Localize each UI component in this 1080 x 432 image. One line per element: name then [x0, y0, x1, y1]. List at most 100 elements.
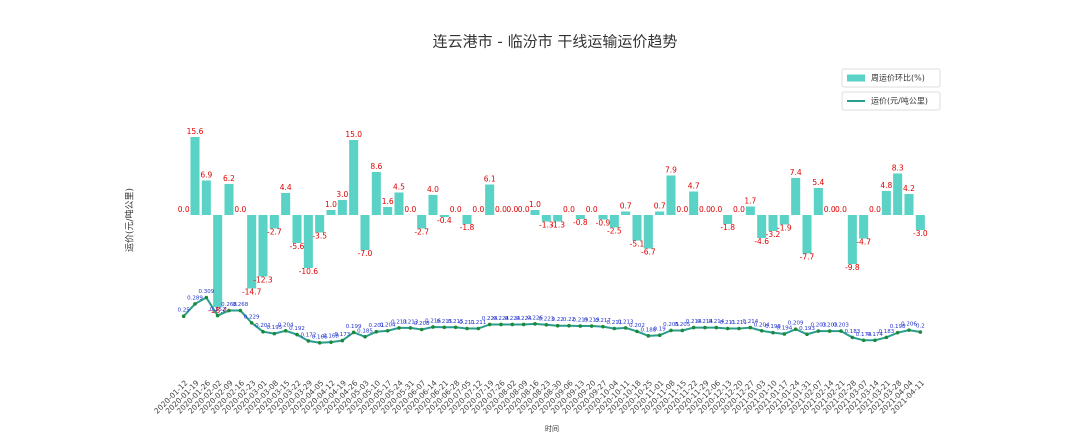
bar [757, 215, 767, 238]
bar-value-label: 6.1 [484, 175, 496, 184]
bar-value-label: 0.0 [869, 205, 881, 214]
price-value-label: 0.22 [563, 317, 575, 323]
bar [428, 195, 438, 215]
price-point [612, 326, 617, 331]
price-point [567, 323, 571, 328]
bar-value-label: 0.0 [676, 205, 688, 214]
bar [462, 215, 472, 224]
bar-value-label: -3.5 [312, 232, 327, 241]
price-value-label: 0.201 [255, 323, 271, 329]
bar [292, 215, 302, 243]
price-value-label: 0.174 [856, 332, 872, 338]
price-value-label: 0.211 [470, 320, 486, 326]
bar-value-label: -3.0 [913, 229, 928, 238]
bar [213, 215, 223, 307]
price-value-label: 0.217 [595, 318, 611, 324]
price-value-label: 0.198 [765, 324, 781, 330]
bar-value-label: 4.7 [688, 182, 700, 191]
price-value-label: 0.252 [210, 307, 226, 313]
price-value-label: 0.195 [266, 325, 282, 331]
price-value-label: 0.214 [697, 319, 713, 325]
price-value-label: 0.214 [742, 319, 758, 325]
bar-value-label: 0.0 [563, 205, 575, 214]
bar [904, 194, 914, 215]
price-point [725, 326, 730, 331]
bar-value-label: 1.0 [325, 200, 337, 209]
price-value-label: 0.208 [414, 321, 430, 327]
bar [281, 193, 291, 215]
price-point [533, 322, 537, 326]
bar-value-label: -4.7 [856, 238, 871, 247]
price-value-label: 0.268 [232, 302, 248, 308]
price-value-label: 0.226 [527, 315, 543, 321]
price-point [408, 326, 413, 330]
chart-title: 连云港市 - 临汾市 干线运输运价趋势 [433, 33, 678, 51]
bar [258, 215, 268, 277]
price-point [714, 325, 719, 330]
price-value-label: 0.213 [402, 319, 418, 325]
price-point [544, 322, 549, 327]
bar [360, 215, 370, 250]
bar [802, 215, 812, 254]
bar [655, 211, 665, 215]
price-point [227, 308, 231, 313]
price-value-label: 0.204 [278, 322, 294, 328]
bar-value-label: -1.9 [777, 224, 792, 233]
price-value-label: 0.183 [844, 329, 860, 335]
price-point [657, 333, 662, 338]
price-value-label: 0.25 [178, 308, 191, 314]
bar [881, 191, 891, 215]
price-value-label: 0.219 [584, 318, 600, 324]
bar [394, 192, 404, 215]
price-point [453, 325, 458, 330]
bar-value-label: 0.0 [495, 205, 507, 214]
price-value-label: 0.211 [459, 320, 475, 326]
price-value-label: 0.192 [289, 326, 305, 332]
bar [791, 178, 801, 215]
bar [768, 215, 778, 231]
price-point [306, 339, 311, 343]
price-point [907, 328, 911, 332]
price-value-label: 0.219 [572, 318, 588, 324]
bar-value-label: 0.0 [234, 205, 246, 214]
price-value-label: 0.183 [878, 329, 894, 335]
bar [201, 180, 211, 215]
price-point [827, 329, 832, 333]
price-point [759, 328, 764, 333]
price-point [351, 330, 356, 335]
price-value-label: 0.214 [686, 319, 702, 325]
bar [541, 215, 551, 222]
bar-value-label: -7.7 [800, 253, 815, 262]
bar-value-label: 5.4 [812, 178, 824, 187]
price-point [295, 332, 299, 337]
bar-value-label: 15.6 [187, 127, 204, 136]
price-value-label: 0.202 [629, 323, 645, 329]
price-point [771, 330, 775, 335]
bar-value-label: 1.0 [529, 200, 541, 209]
price-point [861, 338, 866, 343]
price-value-label: 0.172 [300, 332, 316, 338]
legend-swatch [847, 74, 865, 82]
price-value-label: 0.229 [244, 314, 260, 320]
bar-value-label: 6.2 [223, 174, 235, 183]
bar-value-label: 0.7 [620, 202, 632, 211]
bar-value-label: 0.7 [654, 202, 666, 211]
price-value-label: 0.188 [640, 327, 656, 333]
price-value-label: 0.2 [916, 324, 925, 330]
price-point [215, 313, 220, 318]
price-value-label: 0.174 [867, 332, 883, 338]
price-value-label: 0.204 [754, 322, 770, 328]
price-point [363, 334, 367, 339]
bar-value-label: -0.4 [437, 216, 452, 225]
price-point [884, 335, 889, 340]
bar [632, 215, 642, 241]
price-value-label: 0.168 [323, 334, 339, 340]
bar-value-label: 0.0 [835, 205, 847, 214]
bar-value-label: -2.7 [267, 228, 282, 237]
price-value-label: 0.224 [482, 316, 498, 322]
bar-value-label: 4.5 [393, 183, 405, 192]
bar [689, 191, 699, 215]
price-point [329, 340, 333, 344]
bar-value-label: 8.3 [892, 164, 904, 173]
